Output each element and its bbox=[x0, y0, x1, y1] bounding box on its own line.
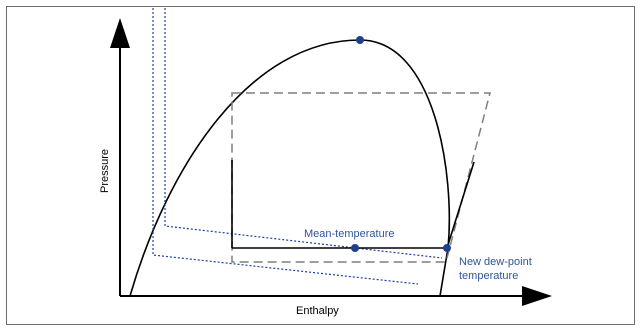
x-axis-label: Enthalpy bbox=[296, 305, 339, 317]
new-dew-point-label-line1: New dew-point bbox=[459, 256, 532, 268]
new-dew-point-point bbox=[443, 244, 451, 252]
new-dew-point-label-line2: temperature bbox=[459, 270, 518, 282]
x-axis-arrowhead bbox=[522, 286, 552, 306]
dotted-line-inner bbox=[164, 8, 443, 259]
cycle-right-diagonal bbox=[446, 161, 475, 249]
y-axis-arrowhead bbox=[110, 18, 130, 48]
dotted-line-outer bbox=[152, 8, 419, 285]
mean-temperature-point bbox=[351, 244, 359, 252]
y-axis-label: Pressure bbox=[99, 149, 111, 193]
mean-temperature-label: Mean-temperature bbox=[304, 228, 395, 240]
frame-border bbox=[6, 6, 635, 325]
critical-point bbox=[356, 36, 364, 44]
